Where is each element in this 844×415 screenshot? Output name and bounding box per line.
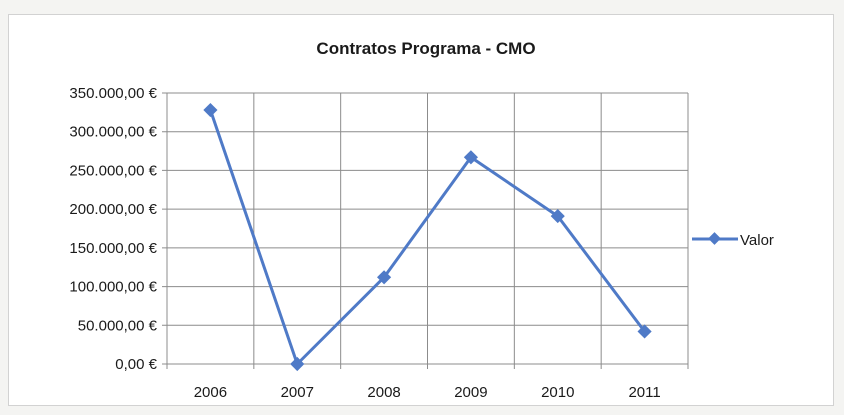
y-tick-label: 100.000,00 €	[69, 279, 157, 296]
x-tick-label: 2008	[367, 384, 400, 401]
series-line	[208, 109, 646, 366]
y-tick-label: 250.000,00 €	[69, 162, 157, 179]
y-tick-label: 50.000,00 €	[78, 317, 158, 334]
x-tick-label: 2010	[541, 384, 574, 401]
chart-frame	[8, 14, 834, 406]
legend: Valor	[692, 232, 774, 249]
series-valor	[203, 102, 652, 372]
x-tick-label: 2007	[281, 384, 314, 401]
data-point-marker	[463, 150, 478, 165]
x-tick-label: 2006	[194, 384, 227, 401]
chart-grid	[162, 92, 689, 369]
x-tick-label: 2009	[454, 384, 487, 401]
y-tick-label: 0,00 €	[115, 356, 157, 373]
data-point-marker	[377, 270, 392, 285]
data-point-marker	[290, 356, 305, 372]
y-axis-ticks: 0,00 € 50.000,00 € 100.000,00 € 150.000,00 …	[69, 85, 157, 373]
y-tick-label: 300.000,00 €	[69, 124, 157, 141]
y-tick-label: 350.000,00 €	[69, 85, 157, 102]
legend-diamond-marker	[708, 232, 721, 245]
data-point-marker	[203, 102, 218, 118]
y-tick-label: 200.000,00 €	[69, 201, 157, 218]
chart-title: Contratos Programa - CMO	[316, 39, 535, 58]
x-tick-label: 2011	[628, 384, 660, 401]
y-tick-label: 150.000,00 €	[69, 240, 157, 257]
legend-label-valor: Valor	[740, 232, 774, 249]
data-point-marker	[637, 324, 652, 339]
data-point-marker	[550, 209, 565, 224]
x-axis-ticks: 2006 2007 2008 2009 2010 2011	[194, 384, 661, 401]
